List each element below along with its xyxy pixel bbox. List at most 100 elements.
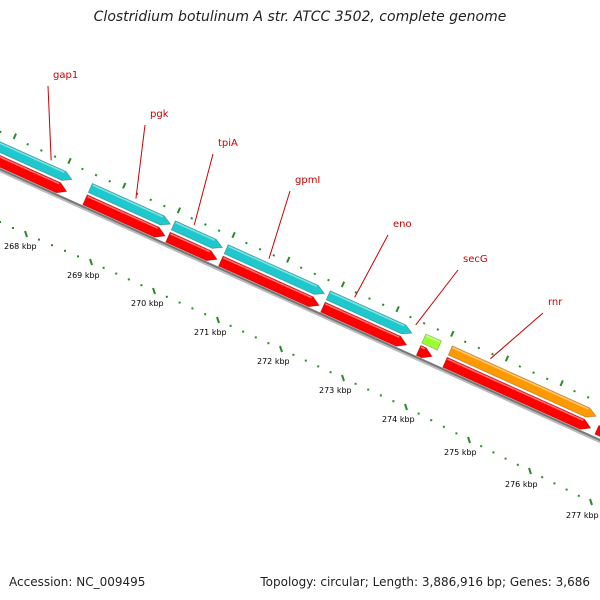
- scale-minor-tick: [115, 272, 118, 275]
- outer-tick: [149, 198, 153, 202]
- outer-tick: [436, 328, 440, 331]
- genome-summary-text: Topology: circular; Length: 3,886,916 bp…: [260, 575, 590, 589]
- outer-tick: [190, 217, 194, 220]
- gene-label-secG: secG: [463, 254, 488, 265]
- leader-line-tpiA: [193, 153, 214, 226]
- accession-text: Accession: NC_009495: [9, 575, 146, 589]
- cds-bar-gpmI-highlight: [222, 257, 313, 299]
- outer-tick: [545, 377, 549, 381]
- gene-label-gap1: gap1: [53, 70, 78, 81]
- gene-bar-gap1: [0, 141, 73, 181]
- cds-bar-tpiA: [165, 231, 218, 262]
- scale-minor-tick: [12, 227, 14, 229]
- leader-line-secG: [415, 269, 459, 326]
- scale-minor-tick: [430, 419, 433, 422]
- scale-major-tick: [279, 345, 283, 353]
- scale-minor-tick: [577, 494, 580, 497]
- scale-minor-tick: [379, 394, 382, 397]
- outer-tick: [163, 204, 166, 208]
- scale-major-tick: [89, 258, 93, 266]
- outer-tick: [573, 389, 576, 393]
- scale-minor-tick: [242, 330, 245, 333]
- scale-label: 269 kbp: [67, 271, 100, 280]
- scale-label: 271 kbp: [194, 328, 227, 337]
- outer-tick: [272, 254, 276, 257]
- cds-bar-pgk: [82, 194, 166, 238]
- scale-minor-tick: [492, 451, 495, 454]
- cds-bar-eno: [320, 301, 408, 347]
- backbone-line: [0, 168, 600, 442]
- scale-label: 275 kbp: [444, 448, 477, 457]
- cds-bar-secG: [415, 344, 433, 359]
- gene-bar-gpmI-highlight: [228, 245, 318, 288]
- scale-label: 270 kbp: [131, 299, 164, 308]
- outer-tick: [518, 365, 522, 368]
- outer-tick: [286, 256, 291, 263]
- scale-minor-tick: [317, 365, 320, 368]
- gene-bar-secG-highlight: [425, 335, 441, 343]
- scale-minor-tick: [354, 382, 357, 385]
- scale-minor-tick: [565, 488, 568, 491]
- outer-tick: [327, 278, 330, 282]
- gene-bar-eno-highlight: [330, 291, 405, 327]
- outer-tick: [245, 241, 248, 245]
- gene-bar-secG: [421, 333, 442, 351]
- cds-bar-rnr: [442, 356, 592, 430]
- outer-tick: [586, 396, 590, 399]
- outer-tick: [381, 303, 385, 307]
- scale-minor-tick: [267, 342, 270, 345]
- gene-bar-rnr: [447, 345, 597, 418]
- outer-tick: [53, 155, 57, 158]
- scale-minor-tick: [329, 371, 332, 374]
- outer-tick: [491, 352, 494, 356]
- scale-minor-tick: [516, 463, 519, 466]
- scale-minor-tick: [64, 249, 66, 252]
- gene-bar-gpmI: [223, 244, 326, 295]
- scale-minor-tick: [392, 400, 395, 403]
- scale-minor-tick: [127, 278, 130, 281]
- outer-tick: [217, 229, 221, 233]
- scale-label: 272 kbp: [257, 357, 290, 366]
- outer-tick: [81, 167, 84, 171]
- scale-major-tick: [152, 287, 156, 295]
- outer-tick: [204, 223, 207, 226]
- gene-label-rnr: rnr: [548, 297, 563, 308]
- leader-line-gpmI: [268, 190, 291, 259]
- scale-minor-tick: [367, 388, 370, 391]
- leader-line-gap1: [47, 85, 52, 161]
- cds-bar-eno-highlight: [325, 303, 400, 338]
- scale-minor-tick: [204, 313, 207, 316]
- gene-bar-eno: [325, 290, 413, 335]
- scale-label: 276 kbp: [505, 480, 538, 489]
- scale-label: 268 kbp: [4, 242, 37, 251]
- scale-minor-tick: [51, 244, 53, 247]
- scale-minor-tick: [304, 359, 307, 362]
- scale-major-tick: [404, 403, 408, 411]
- scale-major-tick: [467, 436, 471, 444]
- outer-tick: [176, 207, 182, 214]
- scale-minor-tick: [178, 301, 181, 304]
- cds-bar-pgk-highlight: [87, 195, 158, 229]
- cds-bar-gap1-highlight: [0, 156, 60, 185]
- gene-bar-rnr-highlight: [452, 346, 589, 410]
- scale-major-tick: [528, 467, 532, 475]
- scale-minor-tick: [504, 457, 507, 460]
- scale-minor-tick: [38, 238, 40, 241]
- gene-label-gpmI: gpmI: [295, 175, 320, 186]
- cds-bar-tpiA-highlight: [170, 233, 210, 253]
- feature-bars-layer: [0, 141, 600, 444]
- outer-tick: [12, 133, 17, 140]
- leader-line-eno: [354, 234, 389, 298]
- gene-bar-gap1-highlight: [0, 142, 65, 174]
- gene-bar-tpiA-highlight: [175, 221, 216, 241]
- scale-minor-tick: [292, 353, 295, 356]
- scale-minor-tick: [191, 307, 194, 310]
- cds-bar-gpmI: [217, 255, 320, 308]
- scale-minor-tick: [417, 412, 420, 415]
- scale-major-tick: [589, 498, 593, 506]
- gene-label-pgk: pgk: [150, 109, 169, 120]
- outer-tick: [340, 281, 346, 288]
- scale-major-tick: [341, 374, 345, 382]
- scale-minor-tick: [165, 295, 168, 298]
